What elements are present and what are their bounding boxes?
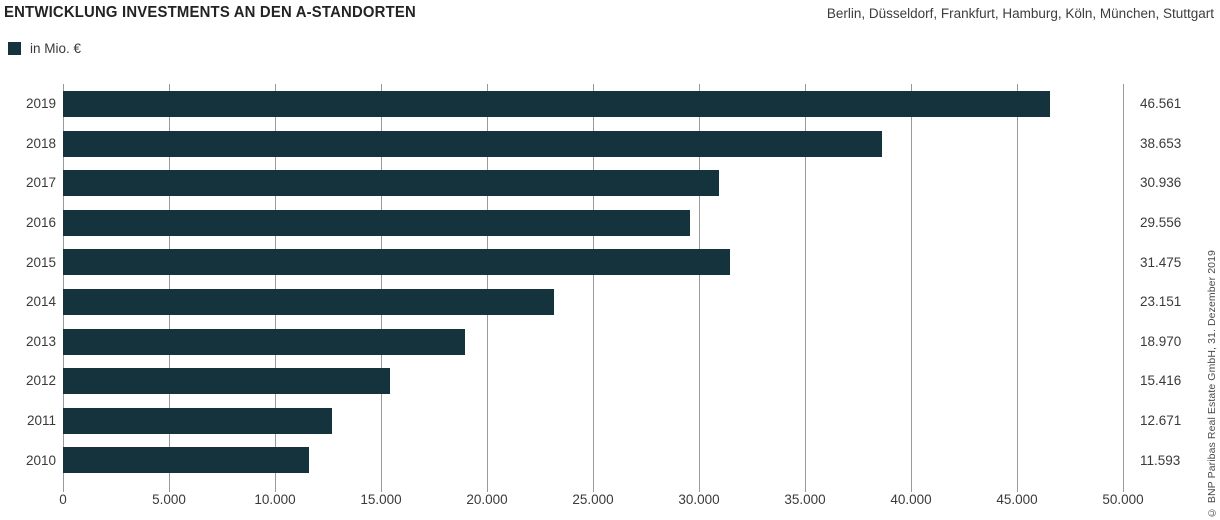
bar[interactable]: [63, 170, 719, 197]
y-axis-category-label: 2019: [25, 96, 56, 112]
bar-value-label: 30.936: [1140, 175, 1182, 191]
chart-subtitle: Berlin, Düsseldorf, Frankfurt, Hamburg, …: [826, 6, 1214, 21]
bar-row: [63, 401, 1123, 441]
y-axis-category-label: 2016: [25, 215, 56, 231]
y-axis-category-label: 2015: [25, 254, 56, 270]
x-axis-tick-labels: 0 5.000 10.000 15.000 20.000 25.000 30.000 35.0…: [59, 492, 1143, 512]
page-title: ENTWICKLUNG INVESTMENTS AN DEN A-STANDOR…: [4, 4, 416, 21]
bar[interactable]: [63, 328, 466, 355]
bar-rows: [63, 84, 1123, 480]
bar-row: [63, 163, 1123, 203]
bar[interactable]: [63, 368, 390, 395]
bar[interactable]: [63, 91, 1051, 117]
x-axis-tick-label: 5.000: [152, 492, 186, 507]
bar-value-label: 31.475: [1140, 254, 1182, 270]
bar[interactable]: [63, 209, 690, 236]
y-axis-category-label: 2018: [25, 135, 56, 151]
bar-value-label: 46.561: [1140, 96, 1182, 112]
y-axis-category-label: 2012: [25, 373, 56, 389]
bar-value-label: 18.970: [1140, 333, 1182, 349]
legend-color-swatch-icon: [8, 42, 21, 56]
x-axis-tick-label: 15.000: [360, 492, 402, 507]
x-axis-tick-label: 35.000: [784, 492, 826, 507]
x-axis-tick-label: 0: [59, 492, 67, 507]
bar-row: [63, 242, 1123, 282]
y-axis-category-labels: 2019 2018 2017 2016 2015 2014 2013 2012 2011 2010: [0, 84, 56, 480]
x-axis-tick-label: 40.000: [890, 492, 932, 507]
bar-value-labels: 46.561 38.653 30.936 29.556 31.475 23.151 18.9…: [1140, 84, 1220, 480]
chart-legend: in Mio. €: [8, 42, 81, 56]
bar[interactable]: [63, 130, 883, 157]
bar[interactable]: [63, 447, 309, 474]
bar-row: [63, 84, 1123, 124]
bar-row: [63, 440, 1123, 480]
bar[interactable]: [63, 249, 731, 276]
bar-row: [63, 124, 1123, 164]
y-axis-category-label: 2014: [25, 294, 56, 310]
bar[interactable]: [63, 407, 332, 434]
x-axis-tick-label: 20.000: [466, 492, 508, 507]
copyright-notice: © BNP Paribas Real Estate GmbH, 31. Deze…: [1206, 250, 1218, 519]
x-axis-tick-label: 30.000: [678, 492, 720, 507]
bar[interactable]: [63, 289, 554, 315]
y-axis-category-label: 2017: [25, 175, 56, 191]
bar-value-label: 23.151: [1140, 294, 1182, 310]
y-axis-category-label: 2010: [25, 452, 56, 468]
bar-value-label: 38.653: [1140, 135, 1182, 151]
legend-item-label: in Mio. €: [30, 41, 82, 56]
bar-row: [63, 361, 1123, 401]
gridline: [1123, 84, 1124, 492]
x-axis-tick-label: 25.000: [572, 492, 614, 507]
plot-area: [63, 84, 1124, 492]
bar-value-label: 11.593: [1140, 452, 1181, 468]
bar-row: [63, 282, 1123, 322]
x-axis-tick-label: 10.000: [254, 492, 296, 507]
bar-row: [63, 203, 1123, 243]
bar-value-label: 12.671: [1140, 413, 1182, 429]
x-axis-tick-label: 50.000: [1102, 492, 1144, 507]
y-axis-category-label: 2013: [25, 333, 56, 349]
x-axis-tick-label: 45.000: [996, 492, 1038, 507]
bar-value-label: 15.416: [1140, 373, 1182, 389]
bar-row: [63, 322, 1123, 362]
bar-value-label: 29.556: [1140, 215, 1182, 231]
y-axis-category-label: 2011: [26, 413, 56, 429]
